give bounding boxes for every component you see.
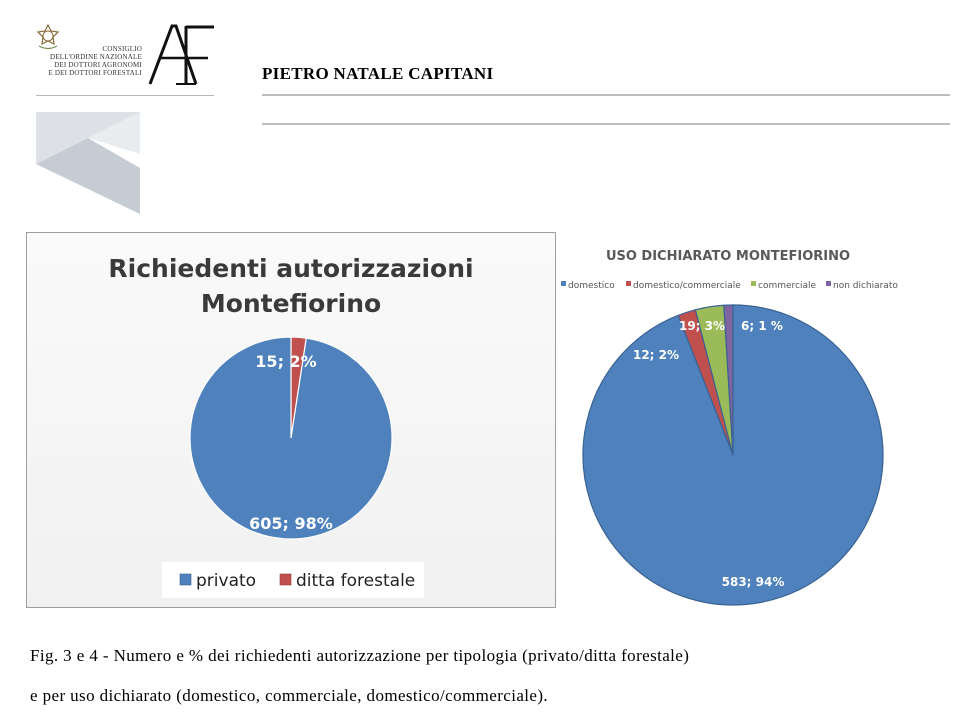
slice-label-privato: 605; 98% bbox=[249, 514, 333, 533]
author-name: PIETRO NATALE CAPITANI bbox=[262, 64, 494, 83]
legend-swatch-domestico bbox=[561, 281, 566, 286]
caption-line: e per uso dichiarato (domestico, commerc… bbox=[30, 686, 549, 705]
legend-swatch-commerciale bbox=[751, 281, 756, 286]
legend-label-ditta-forestale: ditta forestale bbox=[296, 571, 415, 591]
legend-swatch-privato bbox=[179, 573, 192, 586]
slice-label-commerciale: 19; 3% bbox=[679, 319, 725, 333]
republic-emblem-icon bbox=[36, 24, 60, 50]
legend-label-privato: privato bbox=[196, 571, 256, 591]
header-rule bbox=[262, 94, 950, 96]
council-line: E DEI DOTTORI FORESTALI bbox=[48, 69, 142, 77]
council-line: DELL'ORDINE NAZIONALE bbox=[50, 53, 142, 61]
pie-slice-privato bbox=[189, 336, 393, 540]
chart-uso-dichiarato: USO DICHIARATO MONTEFIORINO domestico do… bbox=[561, 249, 898, 606]
chart1-title-line: Richiedenti autorizzazioni bbox=[108, 254, 473, 283]
legend-label-commerciale: commerciale bbox=[758, 281, 816, 291]
council-name: CONSIGLIO DELL'ORDINE NAZIONALE DEI DOTT… bbox=[30, 45, 142, 77]
legend-label-domestico-commerciale: domestico/commerciale bbox=[633, 281, 741, 291]
caption-line: Fig. 3 e 4 - Numero e % dei richiedenti … bbox=[30, 646, 690, 665]
legend-label-non-dichiarato: non dichiarato bbox=[833, 281, 898, 291]
slice-label-domestico-commerciale: 12; 2% bbox=[633, 348, 679, 362]
legend-swatch-domestico-commerciale bbox=[626, 281, 631, 286]
slice-label-domestico: 583; 94% bbox=[722, 575, 785, 589]
figure-caption: Fig. 3 e 4 - Numero e % dei richiedenti … bbox=[30, 636, 940, 716]
chart-richiedenti: Richiedenti autorizzazioni Montefiorino … bbox=[108, 254, 474, 598]
header-rule bbox=[262, 123, 950, 125]
chart2-title: USO DICHIARATO MONTEFIORINO bbox=[606, 249, 850, 264]
slice-label-ditta-forestale: 15; 2% bbox=[255, 352, 316, 371]
chart1-legend bbox=[162, 562, 424, 598]
legend-swatch-non-dichiarato bbox=[826, 281, 831, 286]
af-logo bbox=[148, 24, 214, 85]
slice-label-non-dichiarato: 6; 1 % bbox=[741, 319, 783, 333]
council-line: DEI DOTTORI AGRONOMI bbox=[54, 61, 142, 69]
chart1-title-line: Montefiorino bbox=[201, 289, 381, 318]
logo-divider bbox=[36, 95, 214, 96]
council-line: CONSIGLIO bbox=[102, 45, 142, 53]
chevron-graphic bbox=[36, 112, 140, 214]
legend-swatch-ditta-forestale bbox=[279, 573, 292, 586]
legend-label-domestico: domestico bbox=[568, 281, 615, 291]
pie-slice-domestico bbox=[582, 304, 884, 606]
